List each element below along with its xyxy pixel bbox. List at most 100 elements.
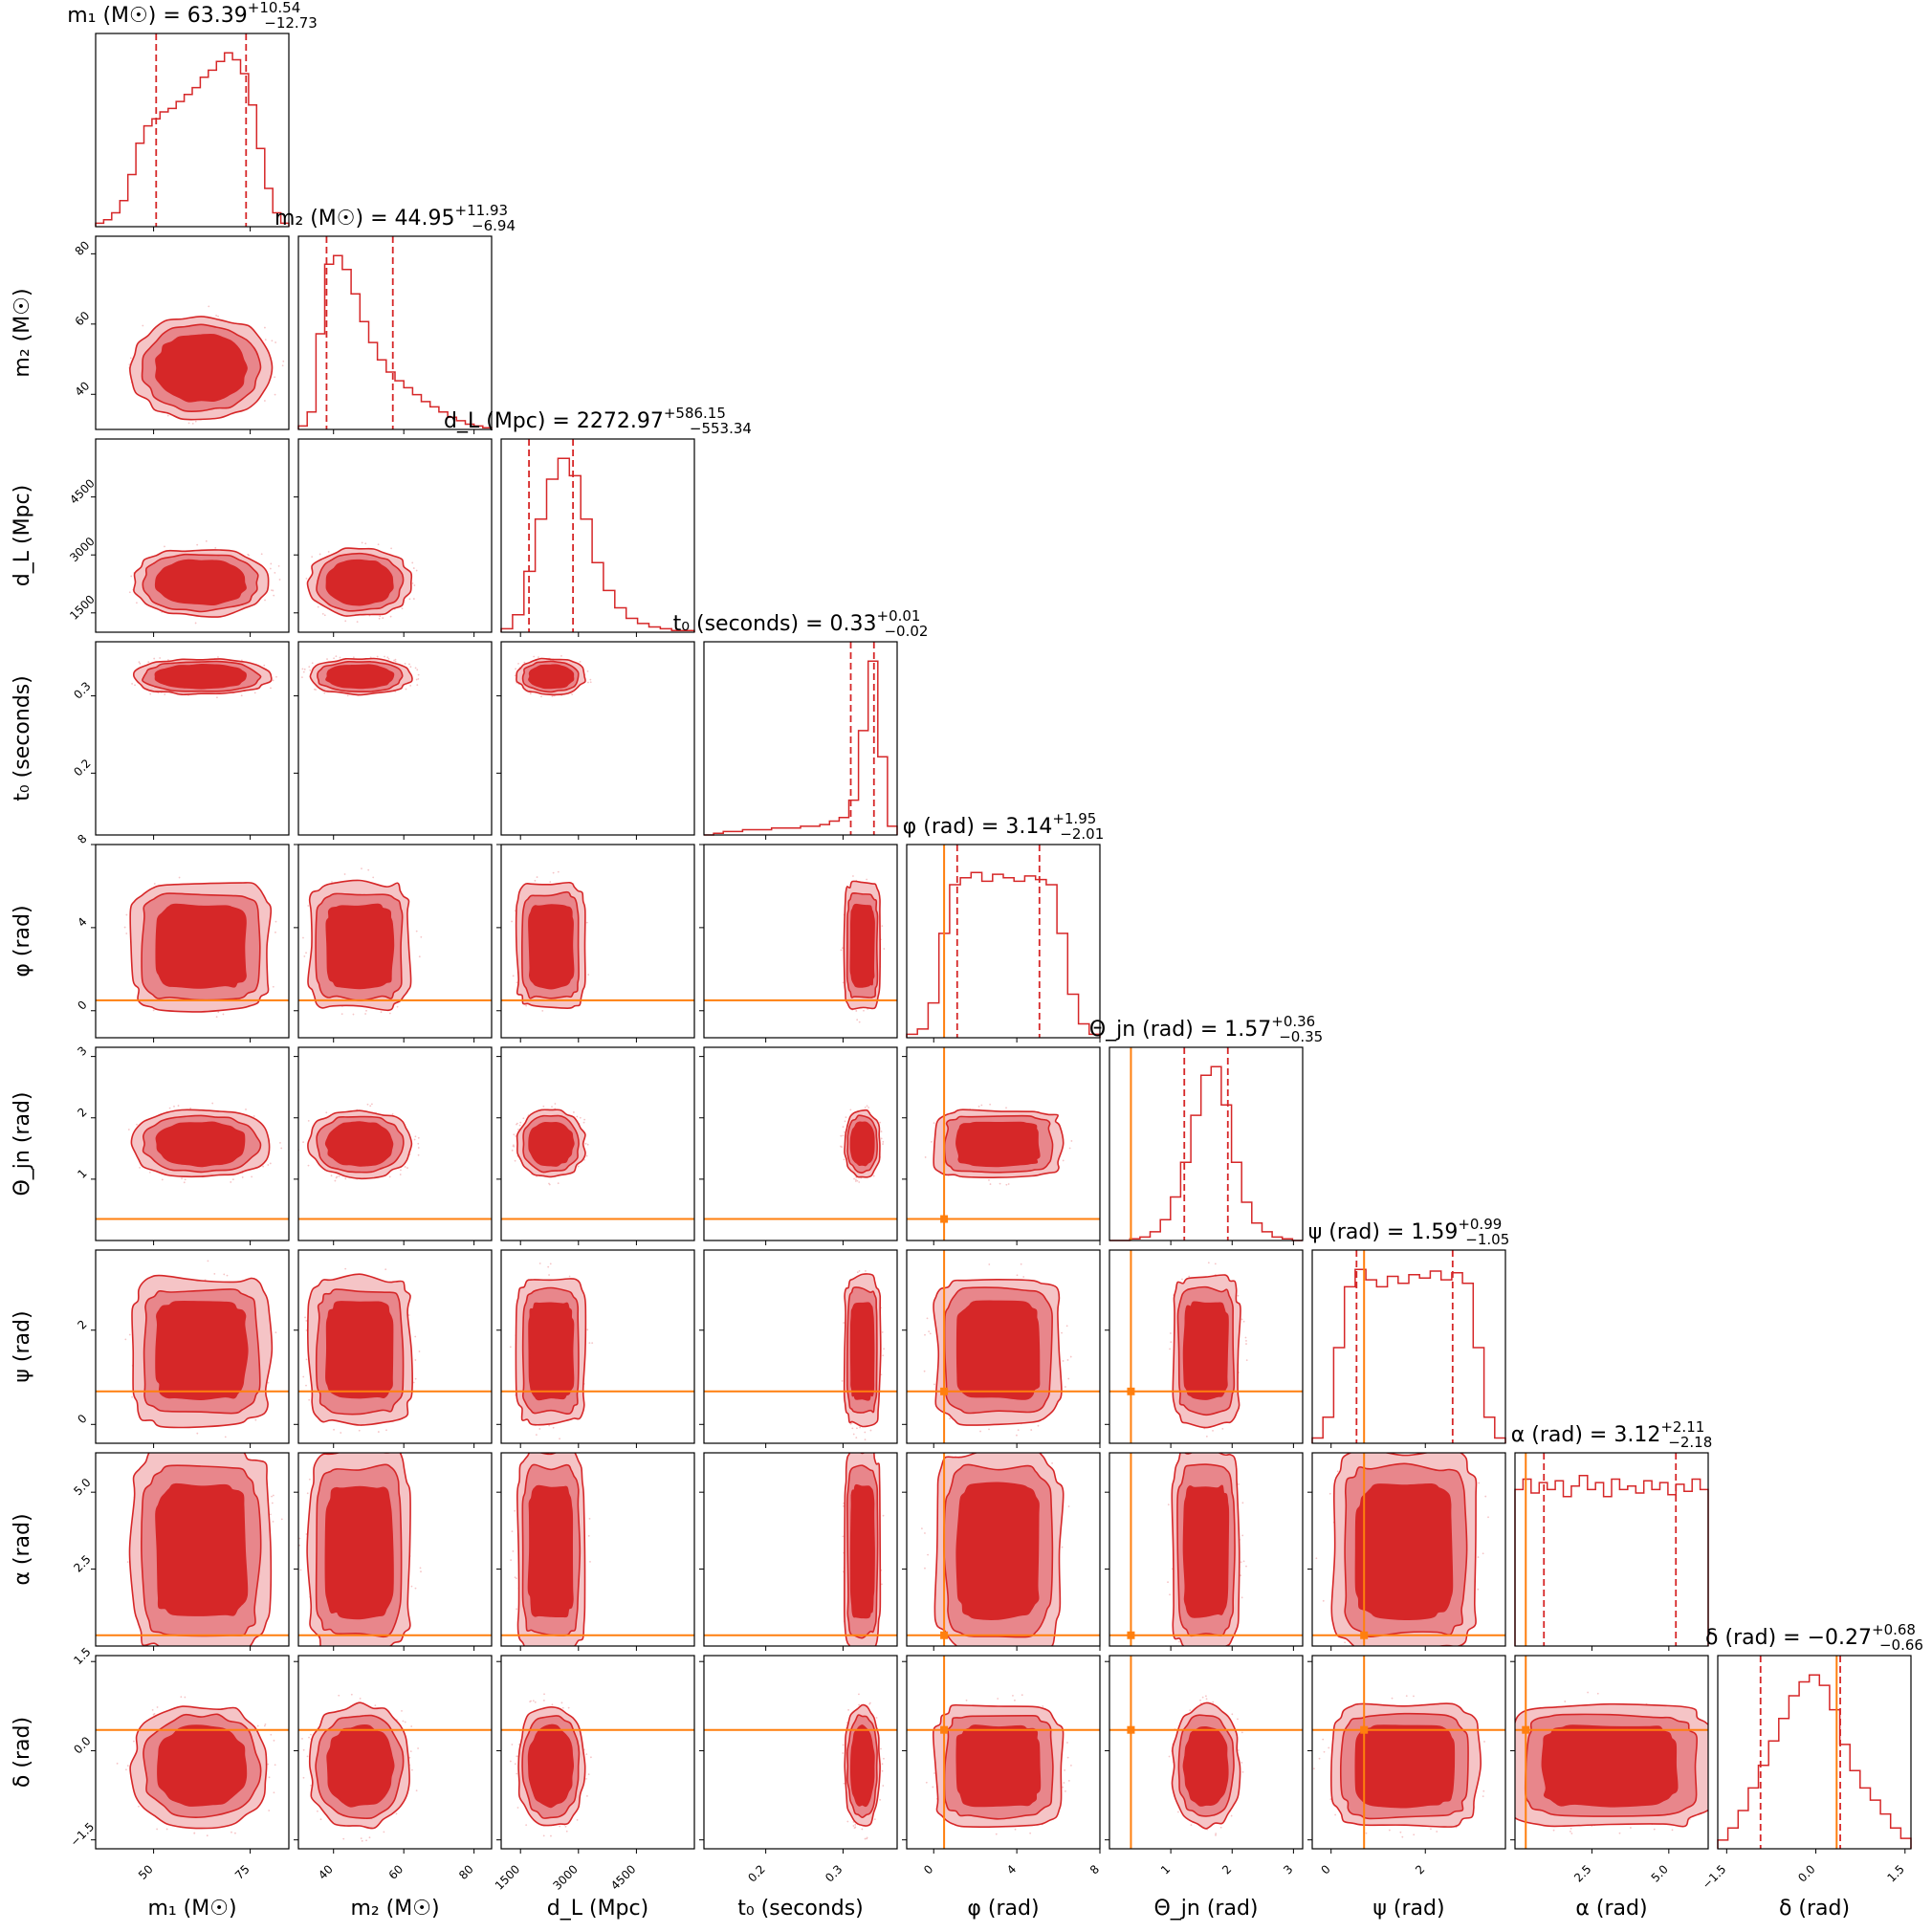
scatter-point (310, 1784, 312, 1787)
scatter-point (1245, 1565, 1247, 1568)
panel-frame (297, 1655, 493, 1850)
panel-phi-dL (496, 844, 695, 1043)
scatter-point (408, 1756, 411, 1759)
scatter-point (929, 1332, 932, 1335)
scatter-point (1328, 1492, 1331, 1495)
scatter-point (534, 1701, 537, 1703)
scatter-point (271, 1495, 273, 1498)
scatter-point (273, 1791, 275, 1794)
scatter-point (1207, 1262, 1210, 1264)
truth-marker (1127, 1631, 1135, 1639)
scatter-point (181, 1177, 183, 1180)
panel-frame (297, 1249, 493, 1444)
title-median: 3.12 (1614, 1423, 1660, 1447)
scatter-point (844, 1120, 846, 1123)
scatter-point (975, 1661, 977, 1663)
panel-frame (500, 1249, 695, 1444)
scatter-point (963, 1448, 965, 1450)
scatter-point (415, 1789, 418, 1792)
scatter-point (339, 656, 341, 659)
scatter-point (843, 1158, 845, 1161)
scatter-point (586, 670, 589, 672)
scatter-point (151, 1709, 154, 1711)
truth-marker (940, 1215, 949, 1223)
histogram-psi (1311, 1268, 1506, 1443)
scatter-point (852, 1433, 855, 1436)
scatter-point (352, 656, 355, 659)
scatter-point (391, 1112, 394, 1115)
scatter-point (321, 612, 324, 615)
scatter-point (302, 670, 305, 673)
scatter-point (1205, 1435, 1208, 1438)
title-median: −0.27 (1808, 1626, 1872, 1650)
panel-frame (500, 1046, 695, 1241)
panel-frame (703, 641, 898, 836)
title-lower: −0.02 (884, 623, 928, 640)
scatter-point (399, 1174, 402, 1175)
scatter-point (1414, 1658, 1416, 1660)
scatter-point (302, 1776, 305, 1779)
scatter-point (301, 1738, 303, 1740)
scatter-point (384, 655, 385, 658)
scatter-point (1425, 1434, 1427, 1436)
scatter-point (1167, 1504, 1170, 1505)
scatter-point (841, 1380, 844, 1382)
scatter-point (552, 1426, 555, 1429)
panel-frame (297, 438, 493, 633)
scatter-point (537, 1447, 538, 1449)
scatter-point (1066, 1359, 1069, 1361)
contour-inner (1354, 1724, 1456, 1809)
scatter-point (1399, 1831, 1402, 1833)
scatter-point (558, 1651, 560, 1653)
scatter-point (415, 569, 418, 572)
scatter-point (270, 562, 273, 565)
scatter-point (267, 1381, 270, 1384)
scatter-point (315, 689, 317, 691)
scatter-point (576, 1115, 579, 1118)
scatter-point (852, 1825, 855, 1827)
contour-inner (325, 903, 395, 990)
scatter-point (1221, 1427, 1224, 1430)
panel-theta-m1: 1 2 3 (75, 1043, 290, 1245)
scatter-point (515, 1134, 517, 1137)
truth-marker (1127, 1387, 1135, 1395)
scatter-point (924, 1567, 926, 1570)
scatter-point (308, 1398, 311, 1401)
scatter-point (1478, 1482, 1481, 1484)
scatter-point (319, 1818, 322, 1821)
scatter-point (1671, 1829, 1674, 1832)
scatter-point (1169, 1332, 1172, 1334)
panel-frame (1109, 1046, 1304, 1241)
scatter-point (274, 1331, 277, 1334)
scatter-point (274, 920, 277, 923)
y-tick-label-m2: 40 (73, 379, 93, 399)
title-upper: +0.36 (1271, 1013, 1315, 1030)
scatter-point (308, 1736, 310, 1739)
scatter-point (268, 1810, 271, 1811)
scatter-point (1212, 1701, 1215, 1703)
panel-phi-m2 (294, 844, 493, 1043)
contour-inner (155, 1482, 249, 1616)
scatter-point (1169, 1593, 1171, 1596)
scatter-point (863, 1009, 865, 1012)
panel-frame (95, 1452, 290, 1647)
scatter-point (148, 1171, 151, 1174)
contour-inner (157, 1724, 248, 1807)
scatter-point (1230, 1814, 1233, 1817)
panel-frame (1514, 1452, 1709, 1647)
scatter-point (1430, 1828, 1432, 1831)
scatter-point (1167, 1581, 1169, 1584)
scatter-point (217, 656, 219, 658)
scatter-point (854, 1823, 857, 1826)
scatter-point (254, 1418, 257, 1421)
scatter-point (849, 1422, 852, 1425)
scatter-point (394, 660, 397, 663)
scatter-point (1570, 1827, 1572, 1830)
scatter-point (523, 661, 526, 664)
scatter-point (326, 658, 328, 660)
x-tick-label-dL: 3000 (550, 1862, 580, 1892)
scatter-point (308, 1478, 311, 1481)
scatter-point (215, 1016, 218, 1019)
scatter-point (548, 1182, 550, 1185)
scatter-point (928, 1330, 931, 1333)
